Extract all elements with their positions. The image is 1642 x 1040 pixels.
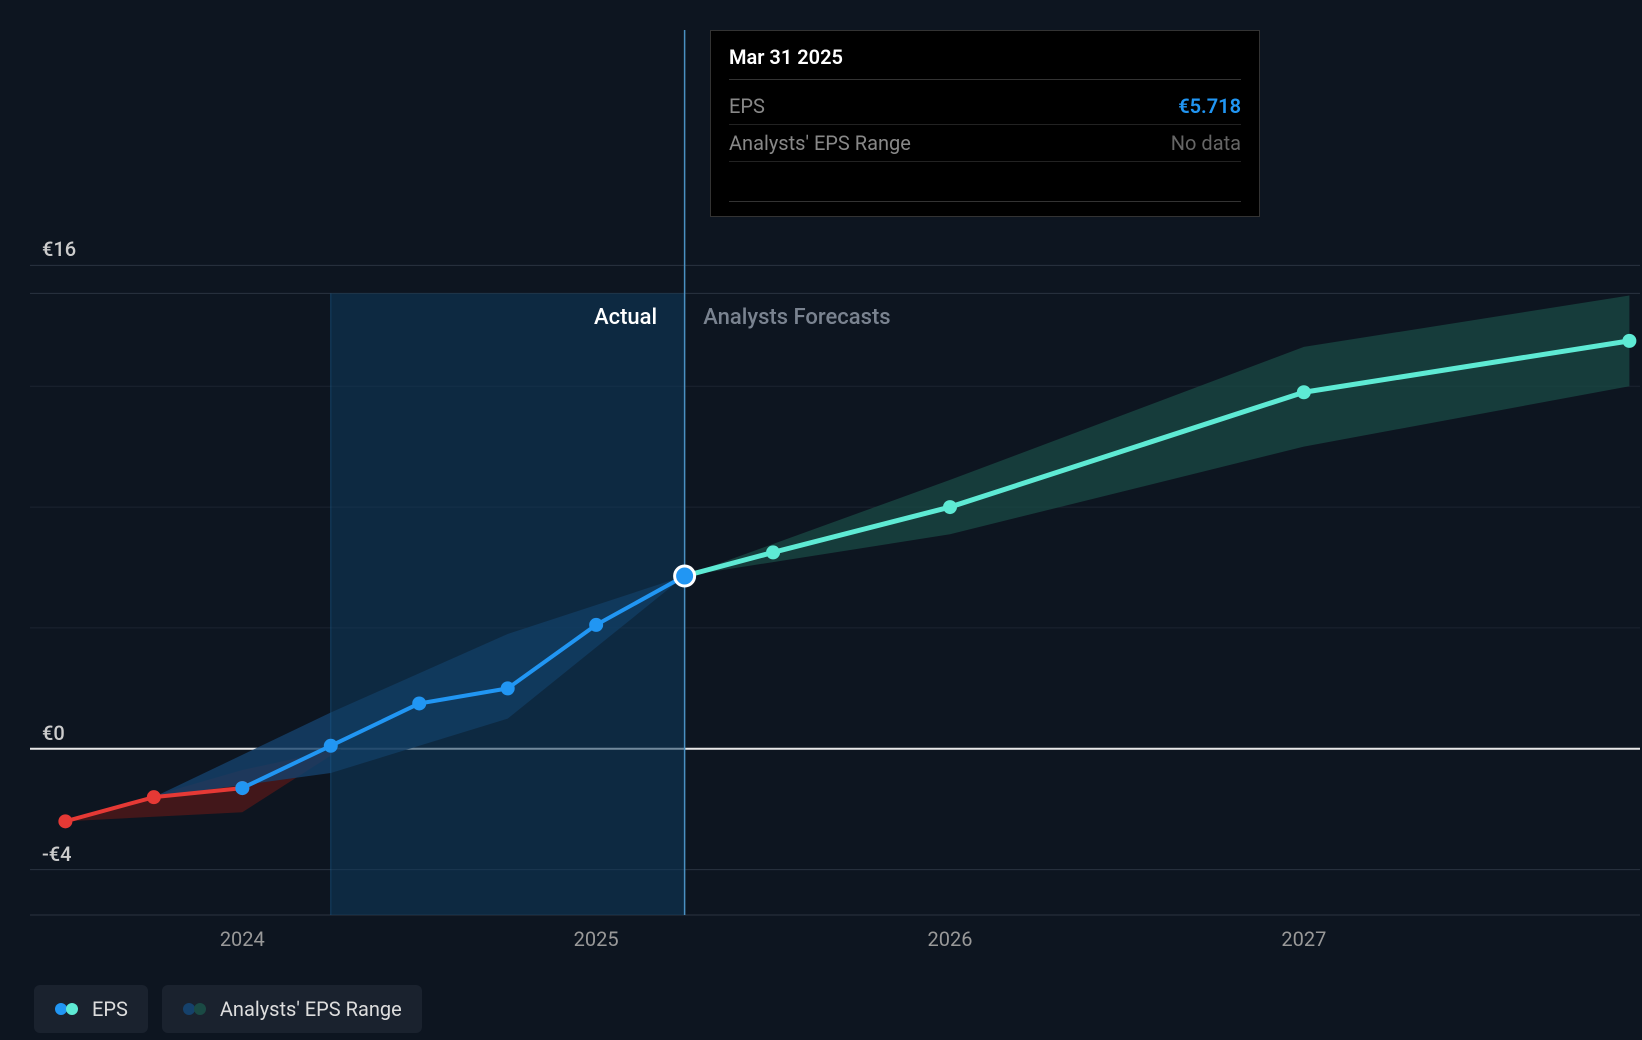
x-axis-tick-label: 2027	[1281, 927, 1326, 951]
chart-tooltip: Mar 31 2025 EPS €5.718 Analysts' EPS Range…	[710, 30, 1260, 217]
tooltip-row: EPS €5.718	[729, 88, 1241, 125]
tooltip-row-label: EPS	[729, 94, 765, 118]
eps-chart-container: €16 €0 -€4 2024 2025 2026 2027 Actual Analyst…	[0, 0, 1642, 1040]
y-axis-tick-label: €0	[42, 721, 65, 745]
region-label-actual: Actual	[594, 305, 657, 330]
legend-item-label: EPS	[92, 997, 128, 1021]
tooltip-row-value: No data	[1171, 131, 1241, 155]
legend-swatch-icon	[54, 1002, 82, 1016]
y-axis-tick-label: €16	[42, 237, 76, 261]
x-axis-tick-label: 2025	[574, 927, 619, 951]
x-axis-tick-label: 2024	[220, 927, 265, 951]
tooltip-row: Analysts' EPS Range No data	[729, 125, 1241, 162]
x-axis-tick-label: 2026	[928, 927, 973, 951]
tooltip-row-label: Analysts' EPS Range	[729, 131, 911, 155]
legend-item[interactable]: Analysts' EPS Range	[162, 985, 422, 1033]
tooltip-date: Mar 31 2025	[729, 45, 1241, 80]
legend-swatch-icon	[182, 1002, 210, 1016]
legend-item-label: Analysts' EPS Range	[220, 997, 402, 1021]
y-axis-tick-label: -€4	[42, 842, 72, 866]
tooltip-row-value: €5.718	[1178, 94, 1241, 118]
region-label-forecast: Analysts Forecasts	[703, 305, 890, 330]
legend-item[interactable]: EPS	[34, 985, 148, 1033]
chart-legend: EPS Analysts' EPS Range	[34, 985, 422, 1033]
